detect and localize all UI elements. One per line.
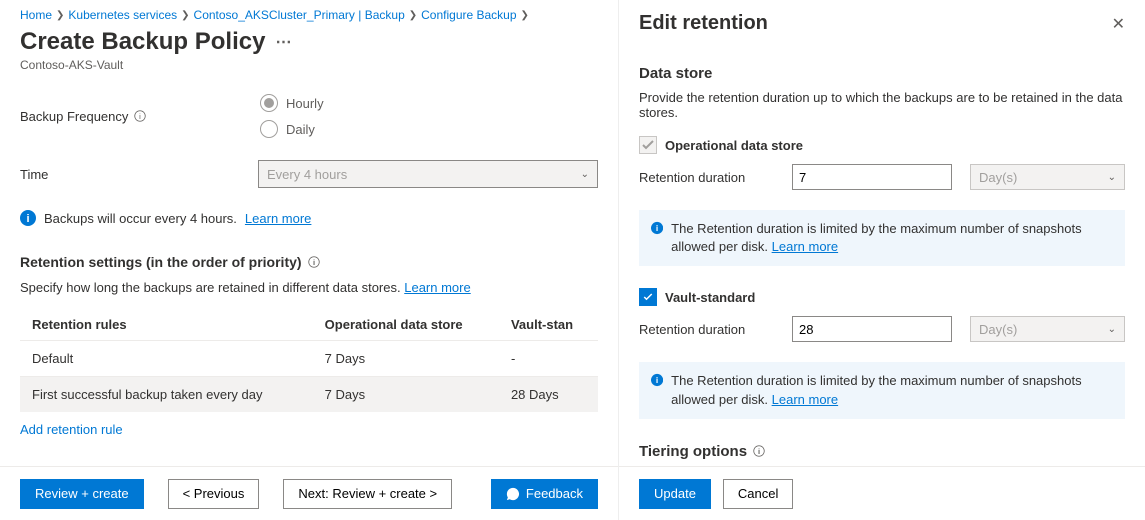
info-icon: i	[651, 372, 663, 388]
col-ods: Operational data store	[313, 309, 499, 341]
vault-name: Contoso-AKS-Vault	[20, 58, 598, 72]
note-text: The Retention duration is limited by the…	[671, 373, 1081, 406]
vault-duration-input[interactable]	[792, 316, 952, 342]
learn-more-link[interactable]: Learn more	[772, 392, 838, 407]
vault-note: i The Retention duration is limited by t…	[639, 362, 1125, 418]
radio-label: Daily	[286, 122, 315, 137]
cell-vault: -	[499, 341, 598, 377]
more-menu-icon[interactable]: ⋯	[275, 32, 291, 52]
ods-label: Operational data store	[665, 138, 803, 153]
feedback-icon	[506, 487, 520, 501]
feedback-label: Feedback	[526, 486, 583, 501]
ods-note: i The Retention duration is limited by t…	[639, 210, 1125, 266]
table-row[interactable]: Default 7 Days -	[20, 341, 598, 377]
radio-label: Hourly	[286, 96, 324, 111]
feedback-button[interactable]: Feedback	[491, 479, 598, 509]
data-store-desc: Provide the retention duration up to whi…	[639, 90, 1125, 120]
panel-title: Edit retention	[639, 12, 768, 35]
ods-checkbox[interactable]	[639, 136, 657, 154]
info-icon[interactable]: i	[308, 256, 320, 268]
review-create-button[interactable]: Review + create	[20, 479, 144, 509]
svg-text:i: i	[656, 223, 658, 233]
previous-button[interactable]: < Previous	[168, 479, 260, 509]
vault-unit-value: Day(s)	[979, 322, 1017, 337]
svg-text:i: i	[313, 258, 315, 267]
data-store-heading: Data store	[639, 65, 1125, 82]
crumb-cluster[interactable]: Contoso_AKSCluster_Primary | Backup	[194, 8, 405, 22]
crumb-configure[interactable]: Configure Backup	[421, 8, 516, 22]
chevron-right-icon: ❯	[521, 10, 529, 21]
ods-unit-value: Day(s)	[979, 170, 1017, 185]
cancel-button[interactable]: Cancel	[723, 479, 793, 509]
cell-vault: 28 Days	[499, 377, 598, 413]
svg-text:i: i	[656, 375, 658, 385]
chevron-right-icon: ❯	[409, 10, 417, 21]
chevron-right-icon: ❯	[181, 10, 189, 21]
next-button[interactable]: Next: Review + create >	[283, 479, 452, 509]
retention-table: Retention rules Operational data store V…	[20, 309, 598, 412]
ods-duration-input[interactable]	[792, 164, 952, 190]
info-text: Backups will occur every 4 hours.	[44, 211, 237, 226]
update-button[interactable]: Update	[639, 479, 711, 509]
chevron-down-icon: ⌄	[581, 169, 589, 180]
radio-icon	[260, 94, 278, 112]
cell-ods: 7 Days	[313, 341, 499, 377]
vault-label: Vault-standard	[665, 290, 755, 305]
chevron-down-icon: ⌄	[1108, 172, 1116, 183]
backup-frequency-label: Backup Frequency	[20, 109, 128, 124]
learn-more-link[interactable]: Learn more	[245, 211, 311, 226]
chevron-down-icon: ⌄	[1108, 324, 1116, 335]
vault-duration-label: Retention duration	[639, 322, 774, 337]
time-label: Time	[20, 167, 48, 182]
time-select[interactable]: Every 4 hours ⌄	[258, 160, 598, 188]
col-vault: Vault-stan	[499, 309, 598, 341]
info-icon: i	[20, 210, 36, 226]
retention-heading: Retention settings (in the order of prio…	[20, 254, 302, 270]
svg-text:i: i	[140, 112, 142, 121]
chevron-right-icon: ❯	[56, 10, 64, 21]
col-rules: Retention rules	[20, 309, 313, 341]
crumb-k8s[interactable]: Kubernetes services	[68, 8, 177, 22]
info-icon[interactable]: i	[753, 445, 765, 457]
svg-text:i: i	[758, 447, 760, 456]
add-retention-rule-link[interactable]: Add retention rule	[20, 422, 123, 437]
info-icon[interactable]: i	[134, 110, 146, 122]
time-value: Every 4 hours	[267, 167, 347, 182]
crumb-home[interactable]: Home	[20, 8, 52, 22]
info-icon: i	[651, 220, 663, 236]
frequency-daily-radio[interactable]: Daily	[260, 120, 598, 138]
learn-more-link[interactable]: Learn more	[772, 239, 838, 254]
close-icon[interactable]: ✕	[1112, 14, 1125, 34]
ods-duration-label: Retention duration	[639, 170, 774, 185]
retention-desc: Specify how long the backups are retaine…	[20, 280, 401, 295]
ods-unit-select[interactable]: Day(s) ⌄	[970, 164, 1125, 190]
tiering-heading: Tiering options	[639, 443, 747, 460]
cell-rule: Default	[20, 341, 313, 377]
cell-ods: 7 Days	[313, 377, 499, 413]
table-row[interactable]: First successful backup taken every day …	[20, 377, 598, 413]
vault-unit-select[interactable]: Day(s) ⌄	[970, 316, 1125, 342]
page-title: Create Backup Policy	[20, 28, 265, 56]
note-text: The Retention duration is limited by the…	[671, 221, 1081, 254]
breadcrumb: Home ❯ Kubernetes services ❯ Contoso_AKSCl…	[20, 8, 598, 22]
svg-text:i: i	[26, 213, 29, 225]
radio-icon	[260, 120, 278, 138]
vault-checkbox[interactable]	[639, 288, 657, 306]
learn-more-link[interactable]: Learn more	[404, 280, 470, 295]
frequency-hourly-radio[interactable]: Hourly	[260, 94, 598, 112]
cell-rule: First successful backup taken every day	[20, 377, 313, 413]
